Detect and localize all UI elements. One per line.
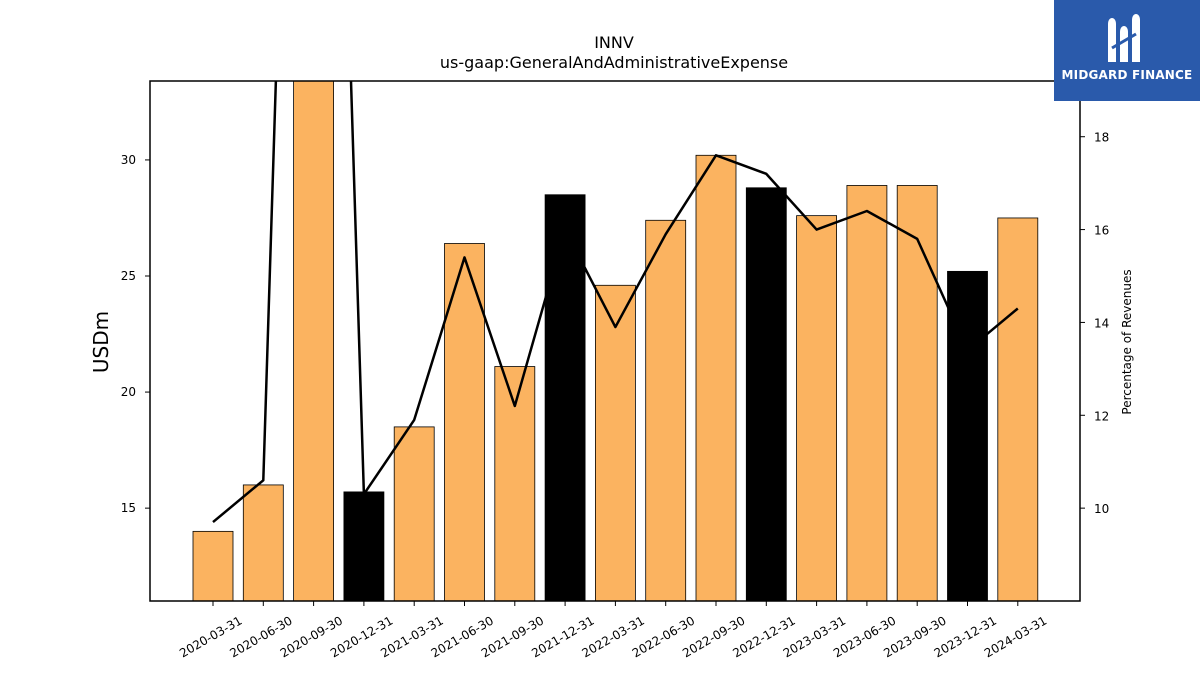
bar [192, 530, 234, 602]
bar [745, 187, 787, 602]
bar [343, 491, 385, 602]
y-tick-label: 25 [121, 269, 136, 283]
bar [947, 270, 988, 602]
logo-text: MIDGARD FINANCE [1061, 68, 1193, 82]
bar [242, 484, 284, 602]
y2-tick-label: 10 [1094, 502, 1109, 516]
y2-tick-label: 16 [1094, 224, 1109, 238]
y2-tick-label: 12 [1094, 409, 1109, 423]
y2-tick-label: 14 [1094, 316, 1109, 330]
bar [595, 284, 636, 602]
bar [896, 185, 938, 602]
chart-subtitle: us-gaap:GeneralAndAdministrativeExpense [440, 53, 788, 72]
logo-mark-icon [1108, 14, 1140, 62]
chart-title: INNV [594, 33, 634, 52]
bar [293, 80, 335, 602]
y-tick-label: 15 [121, 501, 136, 515]
y-axis-label: USDm [89, 311, 113, 373]
bar [544, 194, 586, 602]
bar [645, 219, 687, 602]
y-tick-label: 20 [121, 385, 136, 399]
midgard-finance-logo: MIDGARD FINANCE [1054, 0, 1200, 101]
plot-frame [149, 80, 1081, 602]
y2-tick-label: 18 [1094, 131, 1109, 145]
y-tick-label: 30 [121, 153, 136, 167]
bar [796, 215, 837, 602]
bar [695, 154, 737, 602]
plot-area: 2020-03-312020-06-302020-09-302020-12-31… [121, 80, 1109, 660]
y2-axis-label: Percentage of Revenues [1120, 269, 1134, 414]
bar [846, 185, 888, 602]
bar [997, 217, 1039, 602]
bar [393, 426, 435, 602]
line-series [212, 81, 1019, 524]
